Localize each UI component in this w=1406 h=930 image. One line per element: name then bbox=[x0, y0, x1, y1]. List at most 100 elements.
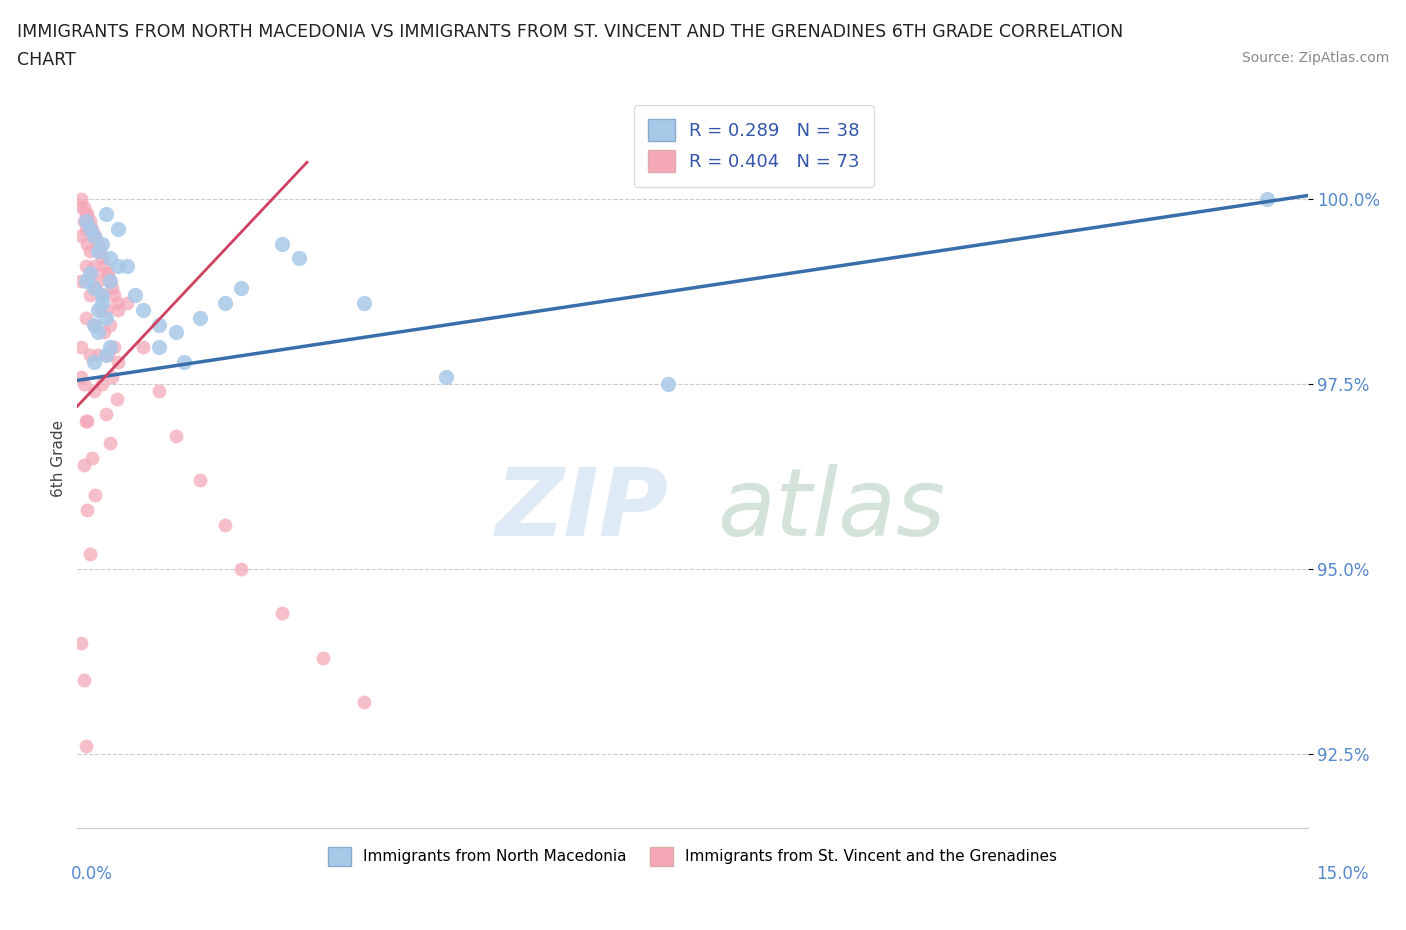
Point bbox=[188, 310, 212, 325]
Point bbox=[98, 273, 121, 288]
Point bbox=[124, 288, 146, 303]
Point bbox=[87, 244, 110, 259]
Point bbox=[83, 354, 105, 369]
Point bbox=[94, 310, 117, 325]
Point bbox=[148, 317, 170, 332]
Point bbox=[79, 221, 101, 236]
Point bbox=[214, 517, 236, 532]
Point bbox=[214, 296, 236, 311]
Point bbox=[93, 259, 115, 273]
Point bbox=[98, 339, 121, 354]
Point bbox=[271, 605, 294, 620]
Point bbox=[90, 288, 114, 303]
Point bbox=[82, 266, 104, 281]
Point bbox=[87, 347, 110, 362]
Point bbox=[231, 281, 253, 296]
Point bbox=[75, 214, 97, 229]
Point bbox=[70, 635, 93, 650]
Point bbox=[148, 384, 170, 399]
Text: Source: ZipAtlas.com: Source: ZipAtlas.com bbox=[1241, 51, 1389, 65]
Point bbox=[105, 296, 128, 311]
Point bbox=[101, 281, 124, 296]
Point bbox=[173, 354, 195, 369]
Point bbox=[75, 739, 97, 754]
Point bbox=[73, 458, 96, 472]
Point bbox=[98, 273, 121, 288]
Point bbox=[83, 384, 105, 399]
Point bbox=[76, 502, 98, 517]
Point bbox=[94, 266, 117, 281]
Point bbox=[94, 206, 117, 221]
Point bbox=[79, 244, 101, 259]
Point bbox=[79, 288, 101, 303]
Point bbox=[93, 325, 115, 339]
Point bbox=[83, 317, 105, 332]
Text: IMMIGRANTS FROM NORTH MACEDONIA VS IMMIGRANTS FROM ST. VINCENT AND THE GRENADINE: IMMIGRANTS FROM NORTH MACEDONIA VS IMMIG… bbox=[17, 23, 1123, 41]
Point bbox=[79, 266, 101, 281]
Point bbox=[79, 214, 101, 229]
Point bbox=[75, 273, 97, 288]
Point bbox=[132, 339, 155, 354]
Text: 15.0%: 15.0% bbox=[1316, 865, 1369, 883]
Point bbox=[188, 472, 212, 487]
Point bbox=[1256, 192, 1278, 206]
Point bbox=[90, 236, 114, 251]
Point bbox=[79, 347, 101, 362]
Point bbox=[107, 302, 129, 317]
Point bbox=[97, 347, 120, 362]
Point bbox=[105, 392, 128, 406]
Point bbox=[107, 354, 129, 369]
Point bbox=[70, 199, 93, 214]
Point bbox=[73, 672, 96, 687]
Point bbox=[148, 339, 170, 354]
Y-axis label: 6th Grade: 6th Grade bbox=[51, 419, 66, 497]
Point bbox=[73, 377, 96, 392]
Point bbox=[87, 325, 110, 339]
Point bbox=[70, 369, 93, 384]
Point bbox=[84, 487, 107, 502]
Point bbox=[231, 562, 253, 577]
Point bbox=[84, 281, 107, 296]
Point bbox=[94, 347, 117, 362]
Point bbox=[89, 244, 111, 259]
Point bbox=[97, 266, 120, 281]
Point bbox=[90, 288, 114, 303]
Point bbox=[84, 229, 107, 244]
Point bbox=[89, 302, 111, 317]
Point bbox=[87, 273, 110, 288]
Point bbox=[75, 221, 97, 236]
Point bbox=[98, 251, 121, 266]
Point bbox=[94, 302, 117, 317]
Point bbox=[436, 369, 458, 384]
Point bbox=[70, 192, 93, 206]
Legend: Immigrants from North Macedonia, Immigrants from St. Vincent and the Grenadines: Immigrants from North Macedonia, Immigra… bbox=[322, 841, 1063, 871]
Point bbox=[70, 339, 93, 354]
Point bbox=[79, 547, 101, 562]
Point bbox=[90, 251, 114, 266]
Point bbox=[312, 650, 335, 665]
Point bbox=[101, 369, 124, 384]
Point bbox=[98, 436, 121, 451]
Point bbox=[353, 296, 375, 311]
Text: atlas: atlas bbox=[717, 464, 945, 555]
Point bbox=[103, 288, 125, 303]
Point bbox=[76, 414, 98, 429]
Point bbox=[83, 259, 105, 273]
Point bbox=[76, 206, 98, 221]
Point bbox=[70, 229, 93, 244]
Point bbox=[98, 317, 121, 332]
Point bbox=[115, 296, 138, 311]
Point bbox=[107, 221, 129, 236]
Point bbox=[83, 229, 105, 244]
Point bbox=[165, 429, 187, 444]
Point bbox=[75, 259, 97, 273]
Point bbox=[288, 251, 311, 266]
Text: 0.0%: 0.0% bbox=[70, 865, 112, 883]
Point bbox=[70, 273, 93, 288]
Point bbox=[657, 377, 679, 392]
Point bbox=[90, 377, 114, 392]
Point bbox=[353, 695, 375, 710]
Point bbox=[82, 221, 104, 236]
Point bbox=[75, 206, 97, 221]
Point bbox=[73, 214, 96, 229]
